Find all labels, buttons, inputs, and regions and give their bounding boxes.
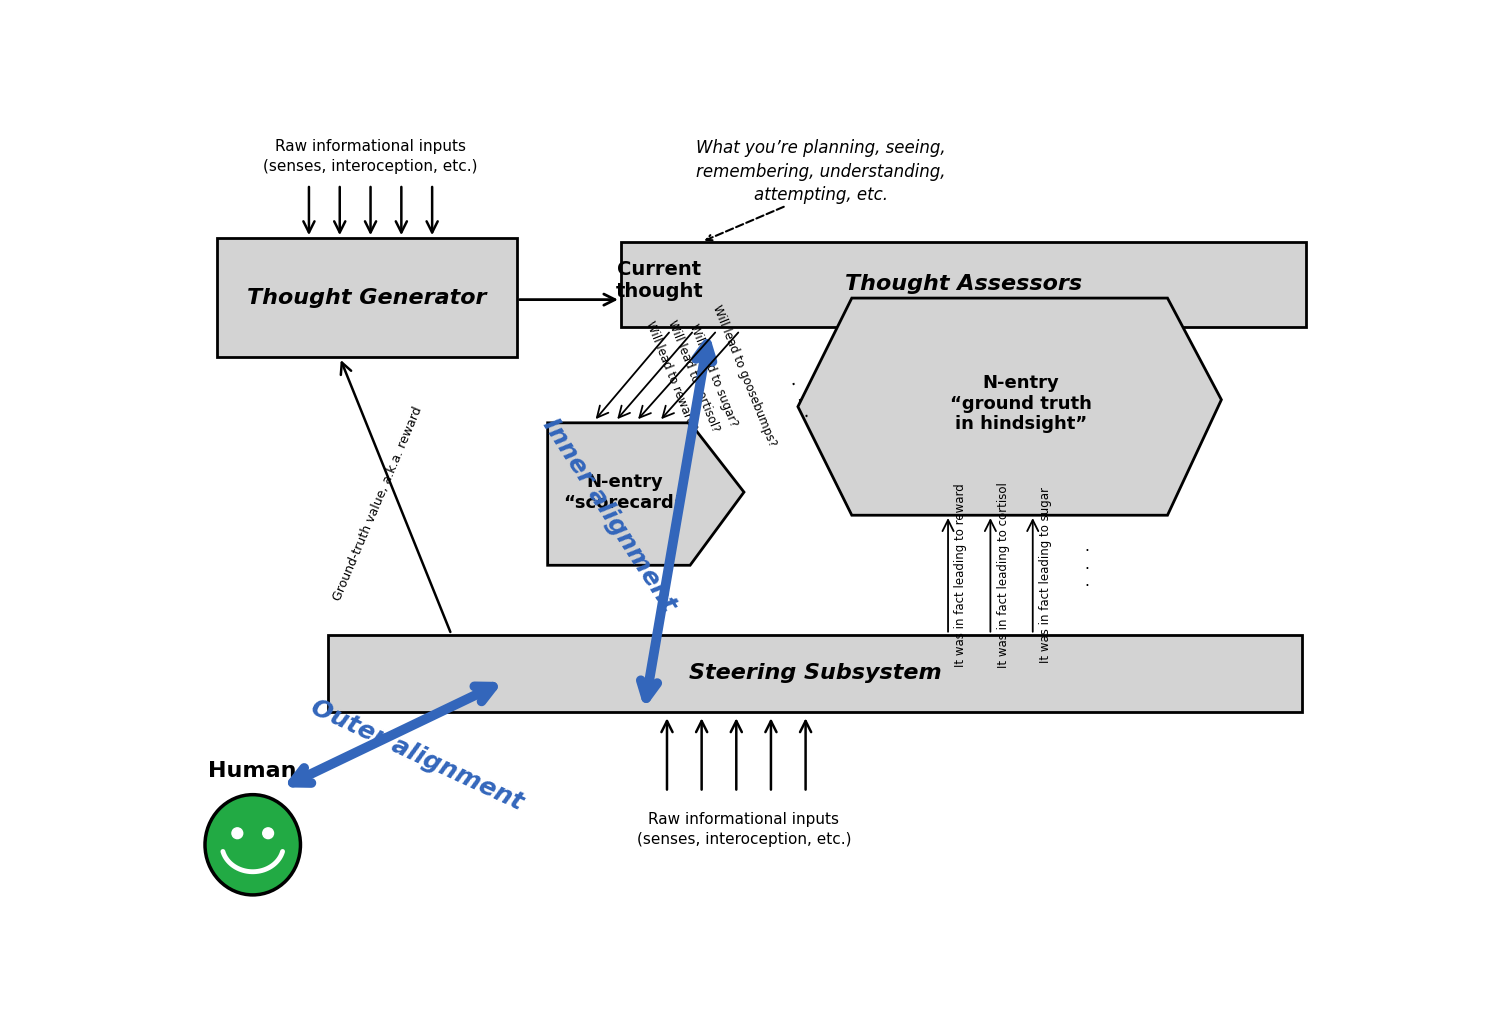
Text: It was in fact leading to cortisol: It was in fact leading to cortisol: [996, 482, 1010, 668]
Text: remembering, understanding,: remembering, understanding,: [696, 162, 946, 181]
Text: N-entry
“ground truth
in hindsight”: N-entry “ground truth in hindsight”: [950, 374, 1091, 433]
Text: (senses, interoception, etc.): (senses, interoception, etc.): [263, 159, 477, 175]
Text: Will lead to reward?: Will lead to reward?: [642, 319, 699, 433]
Polygon shape: [547, 423, 744, 566]
Bar: [620, 242, 1306, 327]
Text: Raw informational inputs: Raw informational inputs: [275, 140, 465, 154]
Circle shape: [263, 828, 274, 838]
Bar: [329, 635, 1303, 712]
Text: Ground-truth value, a.k.a. reward: Ground-truth value, a.k.a. reward: [332, 404, 425, 602]
Text: (senses, interoception, etc.): (senses, interoception, etc.): [636, 832, 851, 847]
Text: Will lead to cortisol?: Will lead to cortisol?: [666, 318, 723, 434]
Polygon shape: [799, 298, 1221, 516]
Text: Raw informational inputs: Raw informational inputs: [648, 812, 840, 827]
Text: Will lead to sugar?: Will lead to sugar?: [687, 323, 741, 429]
Text: It was in fact leading to reward: It was in fact leading to reward: [955, 483, 967, 667]
Text: Human: Human: [208, 761, 297, 781]
Bar: [217, 238, 517, 357]
Ellipse shape: [205, 794, 300, 895]
Text: Will lead to goosebumps?: Will lead to goosebumps?: [711, 303, 779, 448]
Text: Thought Generator: Thought Generator: [247, 288, 486, 307]
Text: N-entry
“scorecard”: N-entry “scorecard”: [564, 473, 686, 512]
Text: It was in fact leading to sugar: It was in fact leading to sugar: [1039, 487, 1051, 663]
Text: What you’re planning, seeing,: What you’re planning, seeing,: [696, 140, 946, 157]
Text: Outer alignment: Outer alignment: [306, 695, 526, 816]
Text: Current
thought: Current thought: [616, 260, 703, 301]
Text: attempting, etc.: attempting, etc.: [754, 186, 888, 203]
Text: Thought Assessors: Thought Assessors: [845, 275, 1083, 294]
Circle shape: [232, 828, 242, 838]
Text: Inner alignment: Inner alignment: [538, 415, 681, 617]
Text: Steering Subsystem: Steering Subsystem: [688, 663, 941, 683]
Text: ·  ·  ·: · · ·: [782, 378, 813, 422]
Text: ·
·
·: · · ·: [1084, 544, 1088, 594]
